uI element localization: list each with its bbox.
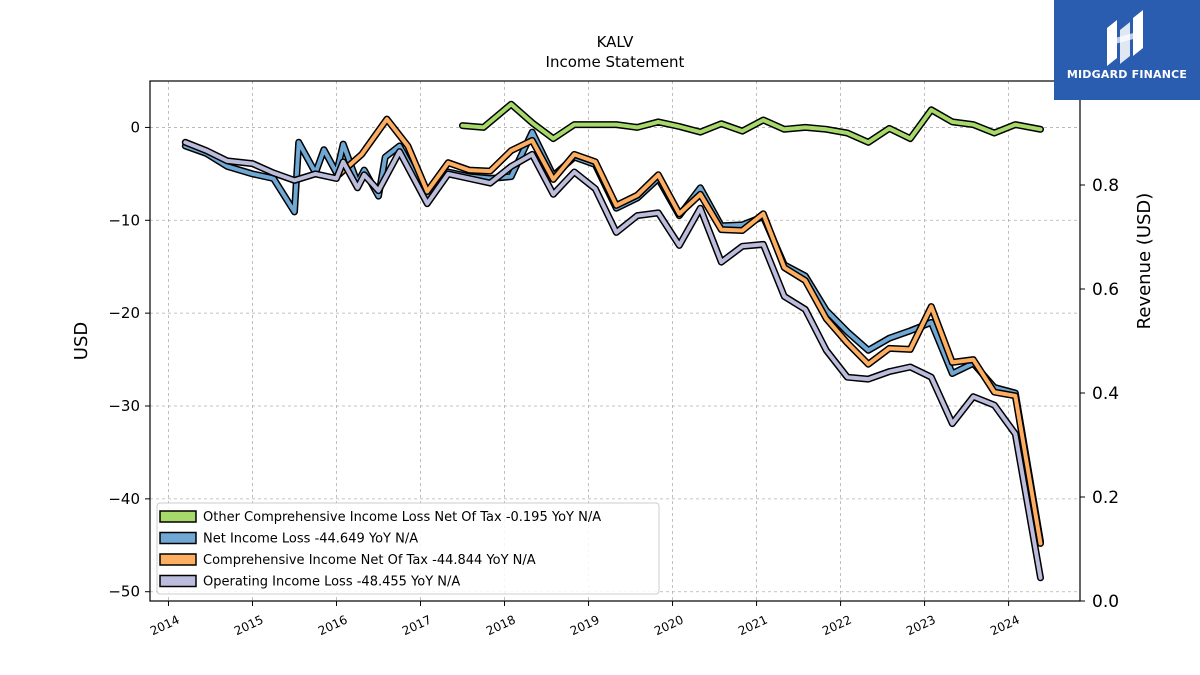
x-tick-label: 2020 bbox=[652, 613, 686, 639]
x-tick-label: 2019 bbox=[568, 613, 602, 639]
y-axis-label-left: USD bbox=[71, 322, 92, 360]
brand-name: MIDGARD FINANCE bbox=[1066, 68, 1188, 81]
y-tick-label-left: 0 bbox=[130, 118, 140, 136]
y-tick-label-left: −40 bbox=[108, 490, 140, 508]
x-tick-label: 2021 bbox=[736, 613, 770, 639]
y-tick-label-right: 0.0 bbox=[1092, 592, 1119, 612]
brand-mark-icon bbox=[1107, 10, 1143, 66]
x-tick-label: 2023 bbox=[904, 613, 938, 639]
series-line bbox=[183, 140, 1043, 580]
y-tick-label-right: 0.6 bbox=[1092, 280, 1119, 300]
legend-swatch bbox=[159, 531, 197, 545]
y-tick-label-left: −10 bbox=[108, 211, 140, 229]
x-tick-label: 2018 bbox=[484, 613, 518, 639]
brand-logo: MIDGARD FINANCE bbox=[1054, 0, 1200, 100]
x-tick-label: 2022 bbox=[820, 613, 854, 639]
x-tick-label: 2015 bbox=[232, 613, 266, 639]
legend-label: Operating Income Loss -48.455 YoY N/A bbox=[203, 575, 460, 590]
series-line bbox=[460, 102, 1043, 145]
legend: Other Comprehensive Income Loss Net Of T… bbox=[156, 502, 660, 595]
y-tick-label-right: 0.2 bbox=[1092, 488, 1119, 508]
plot-frame bbox=[149, 80, 1081, 602]
legend-swatch bbox=[159, 574, 197, 588]
y-tick-label-right: 0.4 bbox=[1092, 384, 1119, 404]
chart-subtitle: Income Statement bbox=[546, 53, 685, 71]
series-line bbox=[334, 117, 1043, 546]
x-tick-label: 2024 bbox=[988, 613, 1022, 639]
x-tick-label: 2017 bbox=[400, 613, 434, 639]
legend-label: Other Comprehensive Income Loss Net Of T… bbox=[203, 510, 601, 525]
x-tick-label: 2014 bbox=[148, 613, 182, 639]
legend-swatch bbox=[159, 553, 197, 566]
y-tick-label-left: −20 bbox=[108, 304, 140, 322]
legend-swatch bbox=[159, 510, 197, 523]
legend-box bbox=[156, 502, 660, 595]
y-tick-label-left: −30 bbox=[108, 397, 140, 415]
legend-label: Comprehensive Income Net Of Tax -44.844 … bbox=[203, 553, 536, 568]
y-tick-label-left: −50 bbox=[108, 583, 140, 601]
legend-label: Net Income Loss -44.649 YoY N/A bbox=[203, 532, 418, 547]
y-axis-label-right: Revenue (USD) bbox=[1134, 193, 1155, 330]
y-tick-label-right: 0.8 bbox=[1092, 176, 1119, 196]
series-layer bbox=[181, 100, 1044, 582]
x-tick-label: 2016 bbox=[316, 613, 350, 639]
chart-title: KALV bbox=[597, 33, 635, 51]
